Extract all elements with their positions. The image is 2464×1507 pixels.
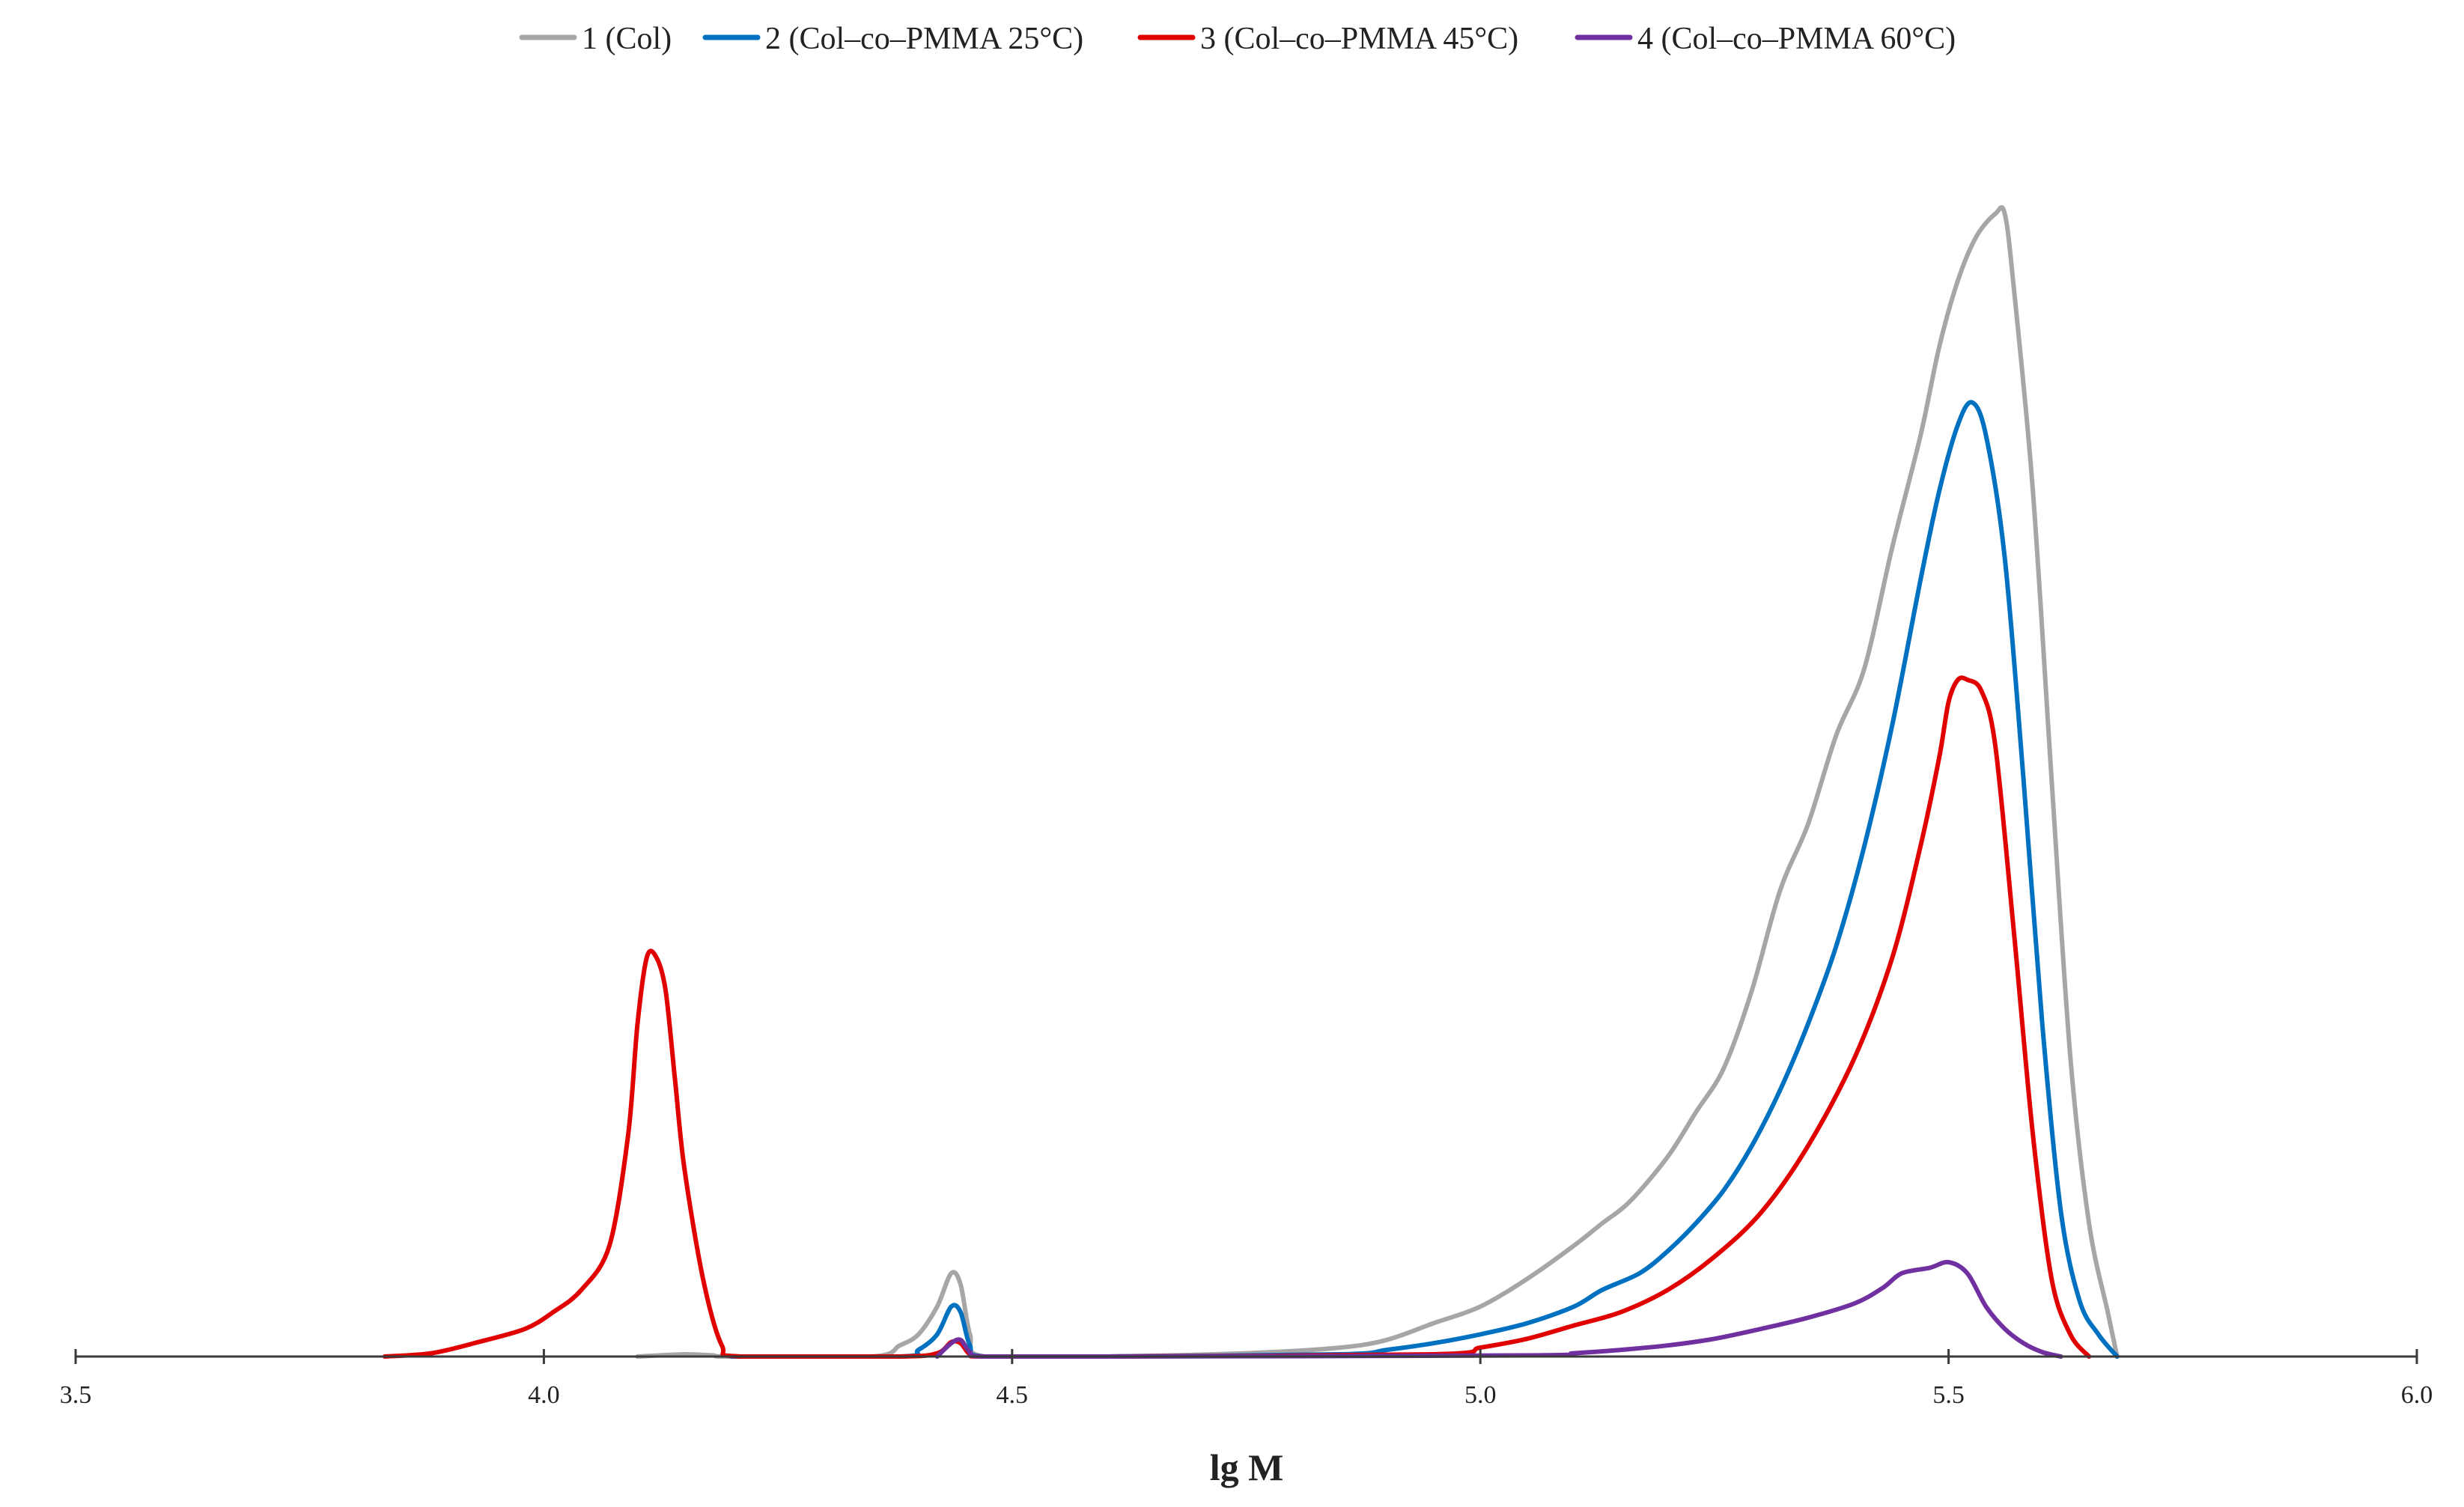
x-tick-label: 4.5 [997,1381,1029,1409]
legend: 1 (Col) 2 (Col–co–PMMA 25°C) 3 (Col–co–PMM… [519,22,1956,56]
x-axis-ticks: 3.5 4.0 4.5 5.0 5.5 6.0 [60,1349,2433,1409]
legend-label-1: 1 (Col) [582,22,672,56]
legend-label-3: 3 (Col–co–PMMA 45°C) [1200,22,1518,56]
legend-label-4: 4 (Col–co–PMMA 60°C) [1637,22,1956,56]
x-tick-label: 4.0 [528,1381,560,1409]
x-axis-title: lg M [1210,1446,1284,1488]
x-tick-label: 5.0 [1464,1381,1497,1409]
series-line-1 [635,204,2120,1360]
x-tick-label: 5.5 [1932,1381,1965,1409]
x-tick-label: 6.0 [2401,1381,2433,1409]
legend-label-2: 2 (Col–co–PMMA 25°C) [765,22,1083,56]
x-tick-label: 3.5 [60,1381,92,1409]
